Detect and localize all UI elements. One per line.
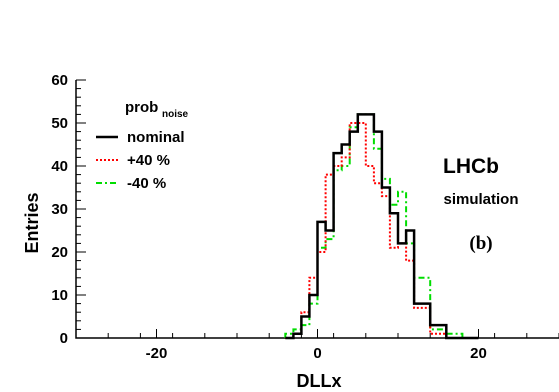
series-layer — [284, 113, 479, 340]
legend-label: +40 % — [127, 152, 170, 169]
x-tick-label: 0 — [313, 345, 321, 362]
simulation-label: simulation — [443, 191, 518, 208]
x-tick-label: 20 — [470, 345, 487, 362]
legend-title-subscript: noise — [162, 109, 189, 120]
series-nominal-line — [285, 113, 479, 340]
legend-label: nominal — [127, 129, 185, 146]
y-tick-label: 20 — [51, 244, 68, 261]
axes: 0 10 20 30 40 50 60 -20 0 20 DLLx Entries — [22, 72, 559, 391]
y-tick-label: 10 — [51, 287, 68, 304]
y-tick-label: 50 — [51, 115, 68, 132]
series-minus40-line — [284, 113, 479, 339]
experiment-label: LHCb — [443, 155, 499, 178]
y-tick-label: 0 — [60, 330, 68, 347]
x-tick-label: -20 — [146, 345, 168, 362]
legend-label: -40 % — [127, 175, 166, 192]
series-plus40-line — [285, 122, 479, 339]
y-tick-label: 60 — [51, 72, 68, 89]
y-axis-title: Entries — [22, 192, 42, 253]
legend: prob noise nominal +40 % -40 % — [96, 99, 189, 192]
panel-label: (b) — [469, 233, 492, 254]
legend-title: prob — [125, 99, 158, 116]
y-tick-label: 30 — [51, 201, 68, 218]
y-tick-label: 40 — [51, 158, 68, 175]
x-axis-title: DLLx — [297, 371, 342, 391]
